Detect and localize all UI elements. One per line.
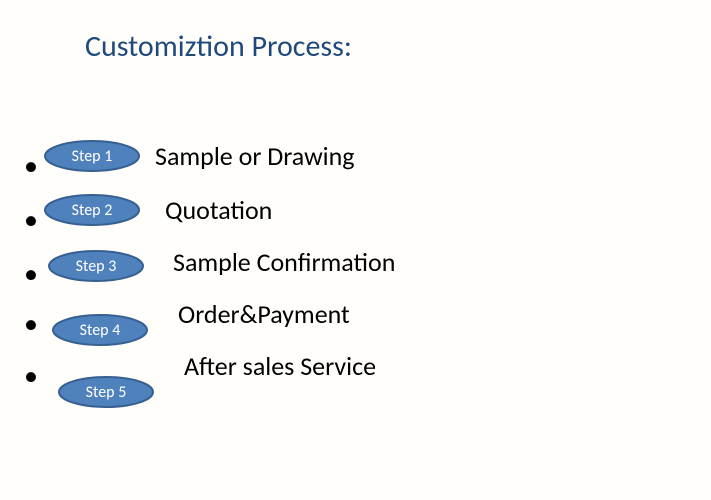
step-badge-label: Step 4: [80, 321, 121, 340]
step-badge-label: Step 5: [86, 383, 127, 402]
step-badge-label: Step 2: [72, 201, 113, 220]
step-badge: Step 1: [44, 140, 140, 172]
bullet: •: [24, 358, 38, 393]
step-badge: Step 4: [52, 314, 148, 346]
step-badge-label: Step 1: [72, 147, 113, 166]
step-badge: Step 3: [48, 250, 144, 282]
step-description: Sample or Drawing: [155, 140, 355, 172]
bullet: •: [24, 148, 38, 183]
step-badge: Step 5: [58, 376, 154, 408]
step-badge-label: Step 3: [76, 257, 117, 276]
step-description: Quotation: [165, 194, 272, 226]
bullet: •: [24, 306, 38, 341]
step-description: After sales Service: [184, 350, 376, 382]
page-title: Customiztion Process:: [85, 28, 352, 65]
step-description: Order&Payment: [178, 298, 350, 330]
step-description: Sample Confirmation: [173, 246, 395, 278]
step-badge: Step 2: [44, 194, 140, 226]
bullet: •: [24, 256, 38, 291]
bullet: •: [24, 202, 38, 237]
